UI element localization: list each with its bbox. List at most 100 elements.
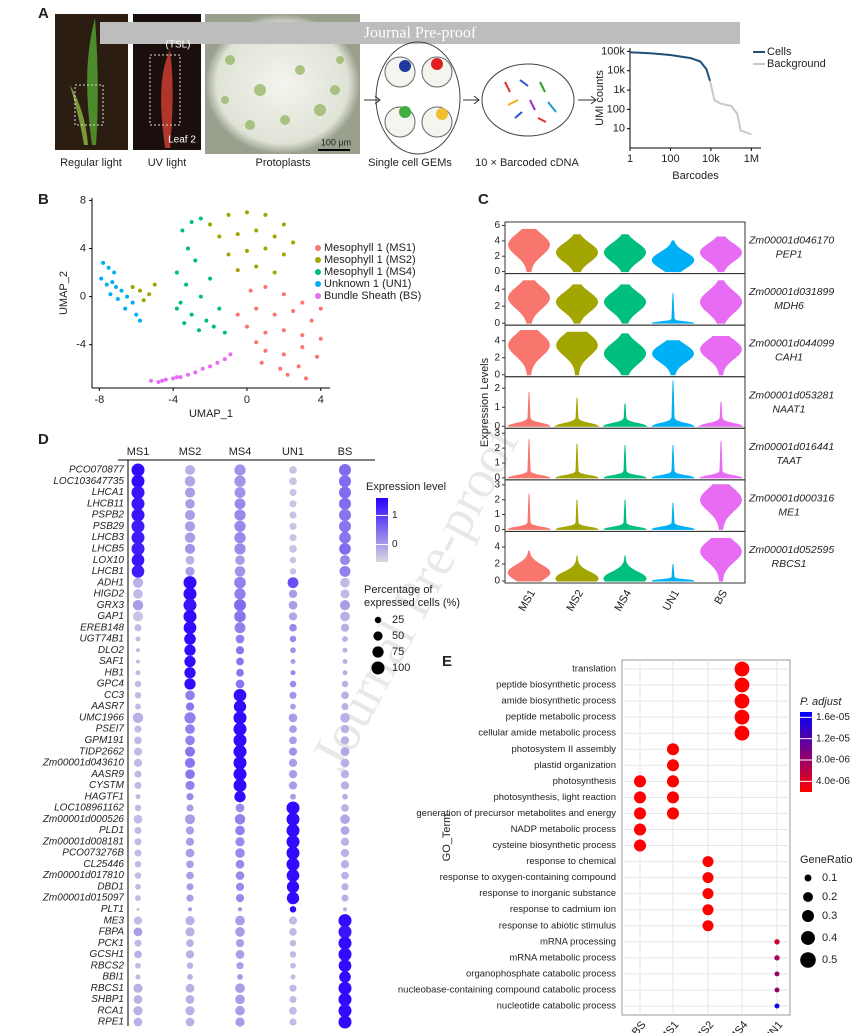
size-legend-dot bbox=[374, 616, 382, 624]
legend-swatch bbox=[315, 293, 321, 299]
dot bbox=[187, 907, 193, 912]
term-label: mRNA processing bbox=[540, 936, 616, 947]
dot bbox=[135, 670, 141, 676]
x-axis-title: UMAP_1 bbox=[189, 408, 233, 420]
dot bbox=[289, 488, 297, 497]
color-bar bbox=[800, 712, 812, 792]
color-tick-label: 0 bbox=[392, 539, 398, 550]
legend-label: Cells bbox=[767, 46, 792, 58]
term-label: response to cadmium ion bbox=[510, 904, 616, 915]
point bbox=[263, 246, 268, 251]
dot bbox=[184, 510, 196, 521]
legend-swatch bbox=[315, 245, 321, 251]
point bbox=[152, 282, 157, 287]
color-tick-label: 1.6e-05 bbox=[816, 712, 850, 723]
dot bbox=[286, 857, 300, 871]
dot bbox=[131, 542, 145, 556]
dot bbox=[286, 835, 300, 849]
gene-label: UMC1966 bbox=[79, 712, 124, 723]
y-tick-label: 1 bbox=[494, 458, 500, 469]
dot bbox=[133, 995, 143, 1004]
dot bbox=[342, 670, 348, 676]
point bbox=[198, 216, 203, 221]
term-label: amide biosynthetic process bbox=[501, 696, 616, 707]
gene-label: PLD1 bbox=[99, 825, 124, 836]
y-tick-label: 2 bbox=[494, 494, 500, 505]
dot bbox=[135, 883, 141, 890]
dot bbox=[338, 914, 352, 928]
violin bbox=[554, 397, 600, 427]
gene-id: Zm00001d052595 bbox=[748, 544, 834, 556]
gene-id: Zm00001d046170 bbox=[748, 235, 834, 247]
caption: UV light bbox=[148, 157, 187, 169]
bead bbox=[431, 58, 443, 70]
dot bbox=[184, 476, 196, 487]
point bbox=[222, 330, 227, 335]
dot bbox=[289, 556, 297, 564]
y-tick-label: 2 bbox=[494, 352, 500, 363]
point bbox=[163, 377, 168, 382]
point bbox=[104, 282, 109, 287]
dot bbox=[235, 893, 245, 903]
dot bbox=[135, 636, 141, 642]
dot bbox=[774, 1003, 780, 1009]
dot bbox=[183, 587, 197, 601]
dot bbox=[286, 812, 300, 826]
dot bbox=[339, 531, 351, 544]
gene-label: PCO070877 bbox=[69, 465, 124, 476]
point bbox=[108, 292, 113, 297]
dot bbox=[131, 553, 145, 567]
dot bbox=[134, 692, 142, 699]
dot bbox=[135, 703, 141, 710]
violin bbox=[700, 538, 742, 582]
color-tick-label: 4.0e-06 bbox=[816, 776, 850, 787]
dot bbox=[338, 947, 352, 961]
y-tick-label: 2 bbox=[494, 443, 500, 454]
dot bbox=[339, 600, 351, 611]
gene-label: RBCS2 bbox=[91, 960, 125, 971]
dot bbox=[234, 543, 246, 555]
point bbox=[193, 258, 198, 263]
point bbox=[222, 357, 227, 362]
dot bbox=[235, 646, 245, 655]
legend-swatch bbox=[315, 269, 321, 275]
y-tick-label: 3 bbox=[494, 428, 500, 439]
gene-symbol: PEP1 bbox=[776, 249, 803, 261]
dot bbox=[234, 520, 246, 532]
y-tick-label: 0 bbox=[494, 318, 500, 329]
point bbox=[309, 318, 314, 323]
y-tick-label: 100 bbox=[607, 103, 625, 115]
size-legend-label: 50 bbox=[392, 630, 404, 642]
x-tick-label: -4 bbox=[168, 394, 178, 406]
dot bbox=[234, 566, 246, 577]
gene-label: HB1 bbox=[105, 667, 124, 678]
gene-label: Zm00001d000526 bbox=[42, 814, 125, 825]
dot bbox=[734, 677, 750, 693]
dot bbox=[184, 532, 196, 543]
dot bbox=[185, 498, 195, 509]
violin bbox=[651, 293, 695, 324]
term-label: nucleobase-containing compound catabolic… bbox=[398, 984, 616, 995]
violin bbox=[508, 330, 550, 376]
gene-label: UGT74B1 bbox=[80, 634, 124, 645]
gene-label: ADH1 bbox=[96, 577, 124, 588]
dot bbox=[133, 814, 143, 824]
dot bbox=[134, 861, 142, 868]
dot bbox=[235, 825, 245, 836]
point bbox=[101, 260, 106, 265]
dot bbox=[133, 916, 143, 925]
dot bbox=[233, 700, 247, 713]
dot bbox=[185, 566, 195, 576]
gene-symbol: NAAT1 bbox=[772, 403, 805, 415]
arrow bbox=[463, 95, 480, 105]
y-axis-title: UMAP_2 bbox=[58, 271, 70, 315]
dot bbox=[234, 791, 246, 803]
point bbox=[211, 324, 216, 329]
x-tick-label: BS bbox=[630, 1019, 649, 1033]
violin bbox=[556, 331, 598, 376]
dot bbox=[234, 588, 246, 600]
dot bbox=[339, 497, 351, 510]
size-legend-label: 0.1 bbox=[822, 872, 837, 884]
gene-label: DBD1 bbox=[97, 881, 124, 892]
dot bbox=[340, 814, 350, 825]
